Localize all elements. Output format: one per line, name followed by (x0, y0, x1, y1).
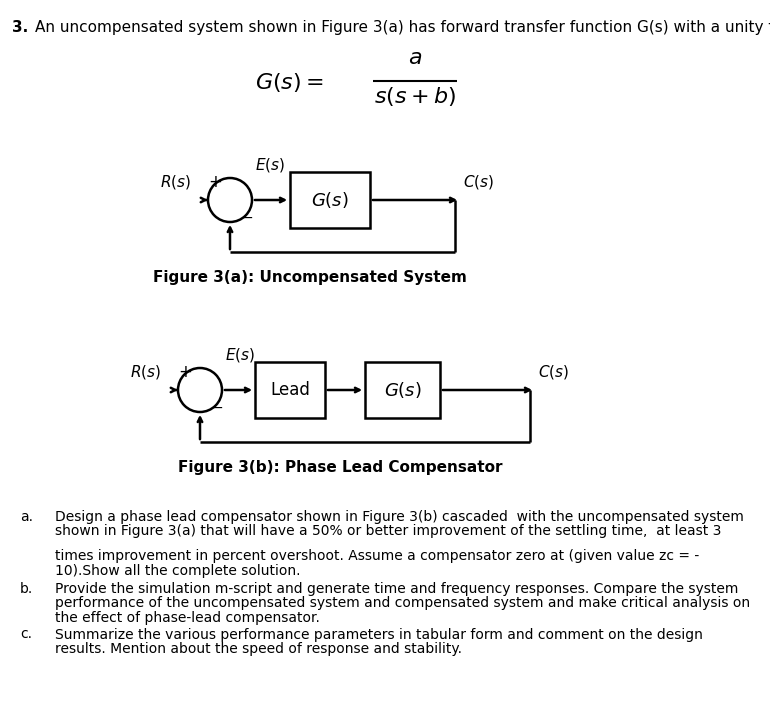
Text: $\mathit{G(s)} =$: $\mathit{G(s)} =$ (255, 71, 323, 94)
Text: $C(s)$: $C(s)$ (538, 363, 569, 381)
Text: $E(s)$: $E(s)$ (225, 346, 255, 364)
Text: Design a phase lead compensator shown in Figure 3(b) cascaded  with the uncompen: Design a phase lead compensator shown in… (55, 510, 744, 524)
Text: $-$: $-$ (241, 209, 253, 223)
Text: performance of the uncompensated system and compensated system and make critical: performance of the uncompensated system … (55, 596, 750, 611)
Text: shown in Figure 3(a) that will have a 50% or better improvement of the settling : shown in Figure 3(a) that will have a 50… (55, 524, 721, 539)
Text: $G(s)$: $G(s)$ (311, 190, 349, 210)
Text: $-$: $-$ (211, 400, 223, 414)
Text: b.: b. (20, 582, 33, 596)
Text: results. Mention about the speed of response and stability.: results. Mention about the speed of resp… (55, 642, 462, 656)
Text: Provide the simulation m-script and generate time and frequency responses. Compa: Provide the simulation m-script and gene… (55, 582, 738, 596)
Text: $R(s)$: $R(s)$ (160, 173, 191, 191)
Text: Summarize the various performance parameters in tabular form and comment on the : Summarize the various performance parame… (55, 627, 703, 641)
Text: Lead: Lead (270, 381, 310, 399)
Text: Figure 3(a): Uncompensated System: Figure 3(a): Uncompensated System (153, 270, 467, 285)
Text: Figure 3(b): Phase Lead Compensator: Figure 3(b): Phase Lead Compensator (178, 460, 502, 475)
Text: 3.: 3. (12, 20, 28, 35)
Text: +: + (178, 363, 192, 381)
Bar (255, 362, 325, 418)
Text: the effect of phase-lead compensator.: the effect of phase-lead compensator. (55, 611, 320, 625)
Text: +: + (208, 173, 222, 191)
Text: $C(s)$: $C(s)$ (463, 173, 494, 191)
Text: $\mathit{s(s+b)}$: $\mathit{s(s+b)}$ (374, 85, 456, 108)
Text: a.: a. (20, 510, 33, 524)
Text: c.: c. (20, 627, 32, 641)
Text: An uncompensated system shown in Figure 3(a) has forward transfer function G(s) : An uncompensated system shown in Figure … (35, 20, 770, 35)
Circle shape (208, 178, 252, 222)
Text: $R(s)$: $R(s)$ (130, 363, 161, 381)
Circle shape (178, 368, 222, 412)
Text: 10).Show all the complete solution.: 10).Show all the complete solution. (55, 563, 300, 577)
Text: $\mathit{a}$: $\mathit{a}$ (408, 48, 422, 68)
Text: $G(s)$: $G(s)$ (383, 380, 421, 400)
Text: times improvement in percent overshoot. Assume a compensator zero at (given valu: times improvement in percent overshoot. … (55, 549, 699, 563)
Text: $E(s)$: $E(s)$ (255, 156, 285, 174)
Bar (290, 172, 370, 228)
Bar (365, 362, 440, 418)
